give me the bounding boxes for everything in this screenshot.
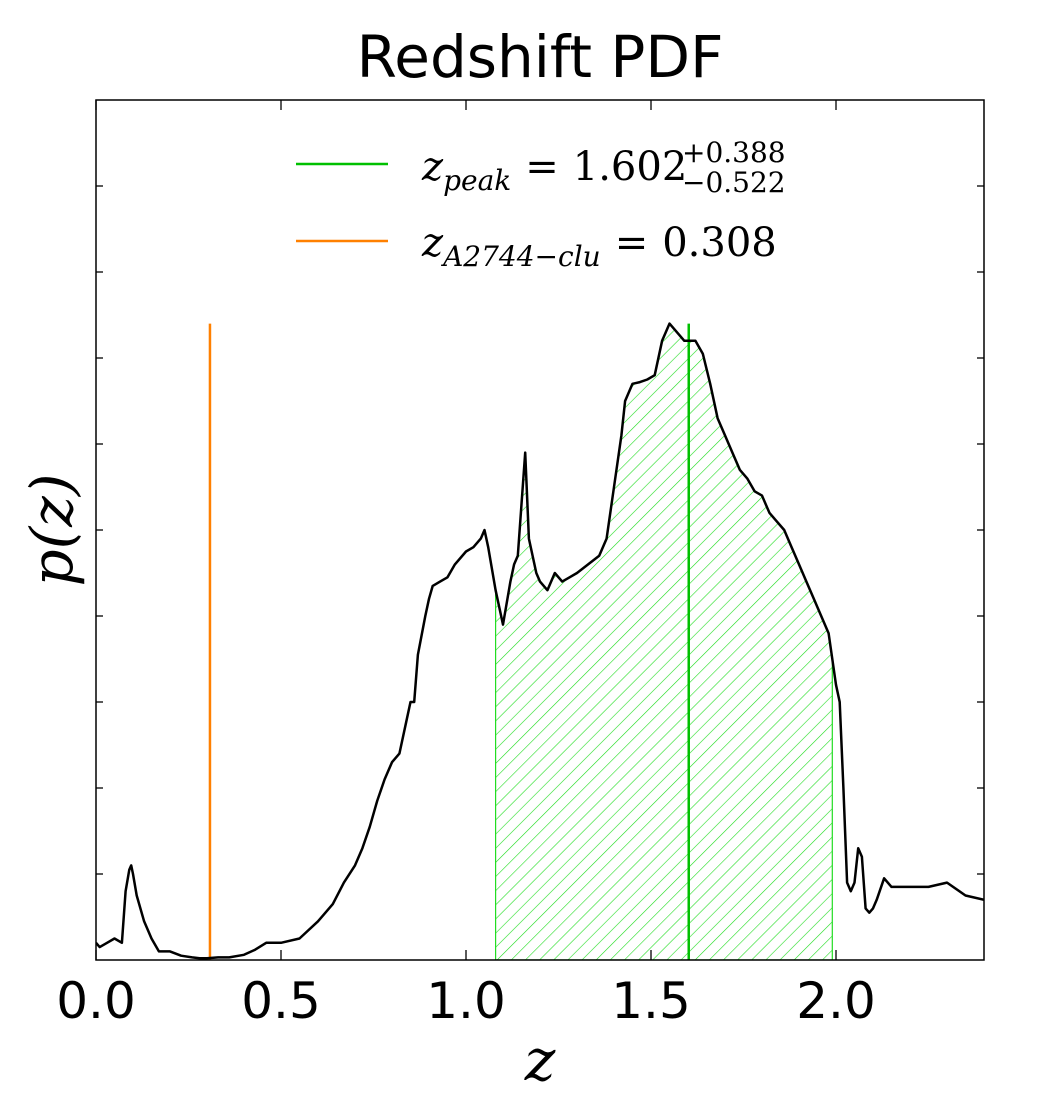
pdf-curve: [96, 322, 984, 960]
x-tick-label: 1.5: [611, 972, 691, 1030]
x-tick-label: 0.0: [56, 972, 136, 1030]
legend: zpeak = 1.602 +0.388 −0.522 zA2744−clu = 0.3…: [296, 136, 786, 273]
legend-cluster-equals: =: [615, 220, 649, 266]
x-axis-label: z: [524, 1026, 556, 1094]
legend-peak-equals: =: [525, 144, 559, 190]
pdf-curve-layer: [96, 322, 984, 960]
legend-peak-subscript: peak: [443, 164, 511, 197]
x-tick-label: 0.5: [241, 972, 321, 1030]
legend-label-cluster: zA2744−clu = 0.308: [421, 220, 777, 273]
y-axis-label: p(z): [18, 474, 86, 587]
x-tick-label: 1.0: [426, 972, 506, 1030]
legend-cluster-symbol: z: [421, 220, 444, 266]
x-tick-label: 2.0: [796, 972, 876, 1030]
legend-peak-minus: −0.522: [682, 166, 786, 199]
chart-title: Redshift PDF: [357, 23, 724, 91]
legend-peak-symbol: z: [421, 144, 444, 190]
credible-interval-hatch: [495, 322, 833, 960]
legend-label-peak: zpeak = 1.602: [421, 144, 687, 197]
legend-peak-value: 1.602: [573, 144, 688, 190]
legend-peak-plus: +0.388: [682, 136, 786, 169]
legend-cluster-value: 0.308: [662, 220, 777, 266]
reference-lines: [208, 323, 690, 960]
axis-ticks: 0.0 0.5 1.0 1.5 2.0: [56, 100, 984, 1030]
legend-cluster-subscript: A2744−clu: [440, 240, 601, 273]
credible-interval-fill: [495, 322, 833, 960]
